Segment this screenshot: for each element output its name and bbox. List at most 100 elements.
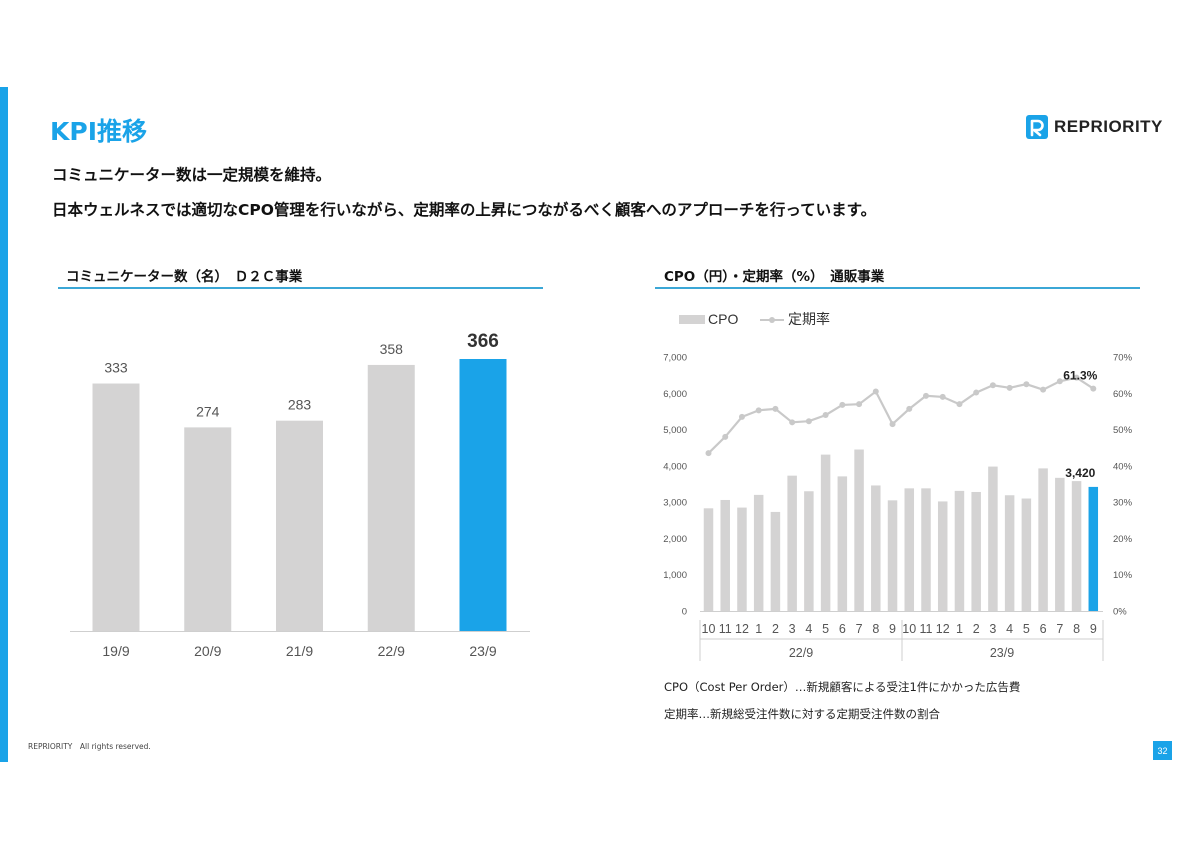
rate-point-17 <box>973 389 980 396</box>
rate-point-5 <box>772 405 779 412</box>
rate-point-15 <box>939 393 946 400</box>
logo-text: REPRIORITY <box>1054 117 1163 136</box>
bar-label-20/9: 274 <box>196 403 220 419</box>
bar-label-23/9: 366 <box>467 331 499 352</box>
cpo-bar-22 <box>1055 477 1065 611</box>
cpo-bar-10 <box>854 449 864 611</box>
rate-point-7 <box>805 418 812 425</box>
footnote-cpo: CPO（Cost Per Order）…新規顧客による受注1件にかかった広告費 <box>664 680 1021 694</box>
x-label-22/9: 22/9 <box>378 643 405 659</box>
cpo-bar-8 <box>820 454 831 611</box>
rate-point-18 <box>989 382 996 389</box>
x-label-20/9: 20/9 <box>194 643 221 659</box>
rate-point-14 <box>922 392 929 399</box>
rate-point-20 <box>1023 381 1030 388</box>
last-bar-annotation: 3,420 <box>1065 466 1095 480</box>
x-month-label: 12 <box>936 622 950 636</box>
legend-cpo-swatch <box>679 315 705 324</box>
x-label-19/9: 19/9 <box>102 643 129 659</box>
footnote-rate: 定期率…新規総受注件数に対する定期受注件数の割合 <box>664 707 940 721</box>
rate-point-1 <box>705 450 712 457</box>
x-month-label: 11 <box>919 622 932 636</box>
x-month-label: 10 <box>702 622 716 636</box>
y-right-tick: 30% <box>1113 498 1133 509</box>
x-label-21/9: 21/9 <box>286 643 313 659</box>
cpo-bar-20 <box>1021 498 1032 611</box>
cpo-bar-16 <box>954 490 965 611</box>
x-month-label: 8 <box>872 622 879 636</box>
legend-rate-marker <box>769 317 775 323</box>
x-label-23/9: 23/9 <box>469 643 496 659</box>
right-chart-rule <box>655 287 1140 289</box>
rate-point-11 <box>872 388 879 395</box>
cpo-bar-13 <box>904 488 915 611</box>
cpo-bar-19 <box>1004 495 1015 611</box>
group-label-23-9: 23/9 <box>990 646 1014 660</box>
y-left-tick: 0 <box>682 607 687 618</box>
rate-point-12 <box>889 421 896 428</box>
x-month-label: 3 <box>989 622 996 636</box>
cpo-bar-15 <box>937 501 948 611</box>
right-chart-title: CPO（円）・定期率（%） 通販事業 <box>664 269 885 285</box>
x-month-label: 10 <box>902 622 916 636</box>
x-month-label: 9 <box>1090 622 1097 636</box>
cpo-bar-21 <box>1038 468 1048 611</box>
bar-22/9 <box>367 364 415 631</box>
repriority-logo-icon <box>1026 115 1048 139</box>
cpo-rate-combo-chart: CPO 定期率 0 1,000 2,000 3,000 4,000 5,000 6,000 7,0… <box>663 311 1133 661</box>
x-month-label: 3 <box>789 622 796 636</box>
cpo-bar-9 <box>837 476 848 611</box>
subtitle-line-2: 日本ウェルネスでは適切なCPO管理を行いながら、定期率の上昇につながるべく顧客へ… <box>52 201 877 219</box>
left-accent-bar <box>0 87 8 762</box>
x-month-label: 9 <box>889 622 896 636</box>
cpo-bar-24 <box>1088 486 1099 611</box>
communicator-bar-chart: 333 19/9 274 20/9 283 21/9 358 22/9 366 23/9 <box>70 331 530 659</box>
cpo-bar-2 <box>720 499 730 611</box>
y-right-tick: 60% <box>1113 389 1133 400</box>
cpo-bar-17 <box>971 491 981 611</box>
x-month-label: 6 <box>1040 622 1047 636</box>
y-left-tick: 2,000 <box>663 534 687 545</box>
bar-label-19/9: 333 <box>104 360 128 376</box>
cpo-bar-7 <box>804 491 814 611</box>
rate-point-2 <box>722 433 729 440</box>
cpo-bar-23 <box>1071 481 1082 611</box>
rate-point-22 <box>1056 378 1063 385</box>
group-label-22-9: 22/9 <box>789 646 813 660</box>
y-right-tick: 20% <box>1113 534 1133 545</box>
y-left-tick: 7,000 <box>663 353 687 364</box>
x-month-label: 8 <box>1073 622 1080 636</box>
bar-21/9 <box>276 420 323 631</box>
rate-point-24 <box>1090 385 1097 392</box>
y-left-tick: 1,000 <box>663 570 687 581</box>
rate-point-6 <box>789 419 796 426</box>
last-rate-annotation: 61.3% <box>1063 369 1097 383</box>
legend-rate-label: 定期率 <box>788 311 830 327</box>
rate-point-4 <box>755 407 762 414</box>
y-left-tick: 4,000 <box>663 461 687 472</box>
y-left-tick: 6,000 <box>663 389 687 400</box>
y-right-tick: 50% <box>1113 425 1133 436</box>
rate-point-21 <box>1040 386 1047 393</box>
left-chart-title: コミュニケーター数（名） Ｄ２Ｃ事業 <box>66 269 303 285</box>
rate-point-8 <box>822 412 829 419</box>
x-month-label: 4 <box>1006 622 1013 636</box>
legend-cpo-label: CPO <box>708 311 738 327</box>
rate-point-19 <box>1006 384 1013 391</box>
x-month-label: 4 <box>805 622 812 636</box>
rate-point-23 <box>1073 374 1080 381</box>
bar-19/9 <box>92 383 140 631</box>
y-right-tick: 10% <box>1113 570 1133 581</box>
rate-point-10 <box>856 401 863 408</box>
x-month-label: 7 <box>1056 622 1063 636</box>
cpo-bar-11 <box>871 485 881 611</box>
cpo-bar-3 <box>737 507 747 611</box>
copyright: REPRIORITY All rights reserved. <box>28 742 151 751</box>
y-left-tick: 3,000 <box>663 498 687 509</box>
x-month-label: 2 <box>973 622 980 636</box>
subtitle-line-1: コミュニケーター数は一定規模を維持。 <box>52 166 332 184</box>
y-right-tick: 0% <box>1113 607 1127 618</box>
bar-label-22/9: 358 <box>380 341 404 357</box>
x-month-label: 1 <box>755 622 762 636</box>
bar-20/9 <box>184 427 232 631</box>
